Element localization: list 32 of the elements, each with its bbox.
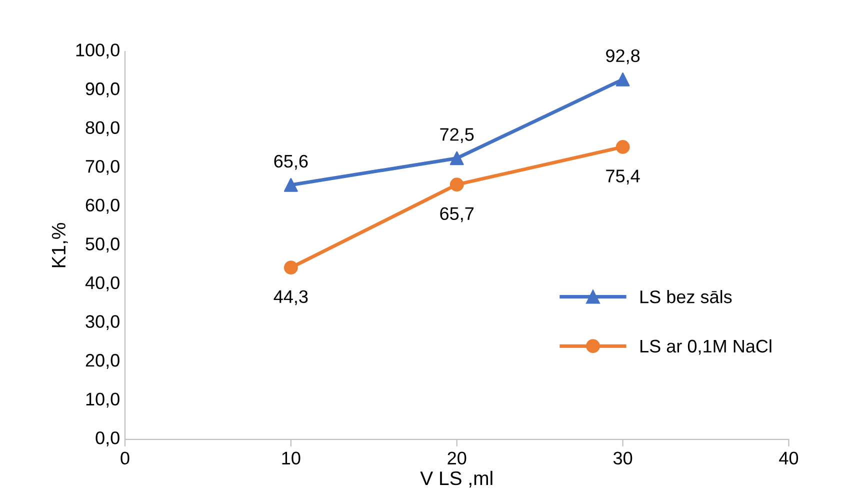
x-tick-label: 30 [613,452,632,465]
legend-label: LS ar 0,1M NaCl [640,339,772,355]
point [450,178,464,192]
data-label: 92,8 [606,49,640,64]
y-axis-title: K1,% [52,222,68,268]
x-tick-label: 0 [120,452,130,465]
data-label: 65,6 [274,154,308,170]
data-label: 75,4 [606,170,640,185]
point [450,151,464,166]
y-tick-label: 50,0 [86,238,120,252]
data-label: 72,5 [440,128,474,143]
data-label: 44,3 [274,290,308,306]
x-tick-label: 20 [448,452,466,465]
y-tick-label: 10,0 [86,392,120,408]
point [616,72,630,86]
y-tick-label: 20,0 [86,354,120,369]
point [284,260,298,275]
data-label: 65,7 [440,207,474,222]
x-tick-label: 10 [282,452,300,465]
x-axis-title: V LS ,ml [420,470,492,488]
y-tick-label: 80,0 [86,121,120,136]
y-tick-label: 40,0 [85,276,120,292]
point [616,140,630,154]
y-tick-label: 70,0 [86,160,120,175]
y-tick-label: 90,0 [86,82,120,98]
y-tick-label: 30,0 [86,315,120,330]
legend-label: LS bez sāls [640,290,732,304]
y-tick-label: 100,0 [76,44,120,59]
y-tick-label: 0,0 [96,432,120,446]
y-tick-label: 60,0 [86,198,120,214]
x-tick-label: 40 [779,452,798,465]
point [284,178,298,192]
